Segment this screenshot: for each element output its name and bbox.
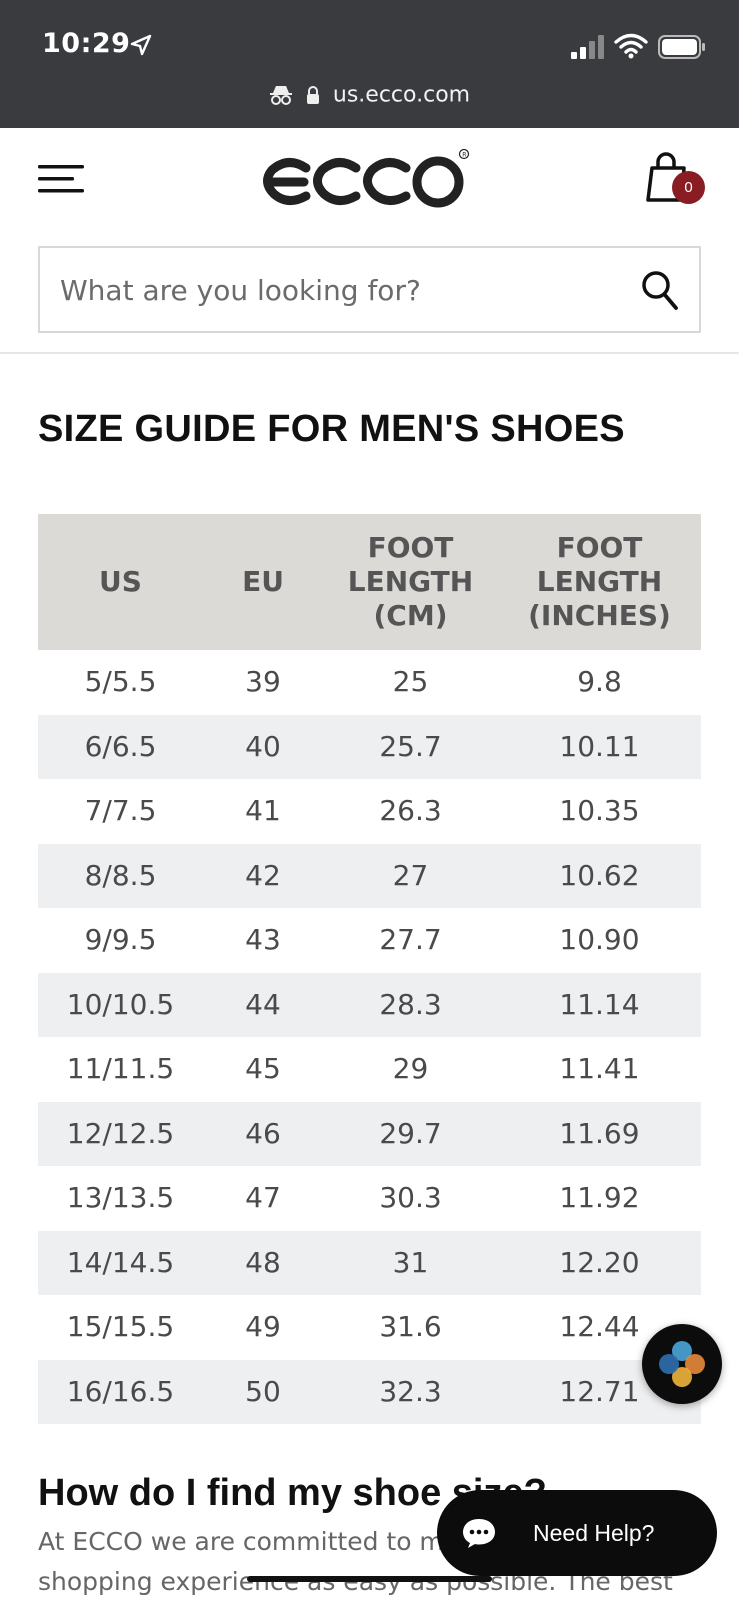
ecco-logo[interactable]: R <box>260 146 480 216</box>
cell-eu: 48 <box>245 1245 281 1279</box>
cell-eu: 49 <box>245 1310 281 1343</box>
need-help-button[interactable]: Need Help? <box>437 1490 717 1576</box>
cell-foot-length-cm: 29 <box>392 1052 429 1085</box>
cell-eu: 43 <box>245 923 281 956</box>
cell-foot-length-cm: 28.3 <box>379 987 442 1021</box>
column-header-us: US <box>99 565 142 598</box>
table-row: 5/5.5 39 25 9.8 <box>38 650 701 715</box>
column-header-eu: EU <box>242 565 284 598</box>
cell-foot-length-inches: 11.14 <box>559 987 640 1021</box>
search-icon[interactable] <box>640 268 680 312</box>
need-help-label: Need Help? <box>533 1519 655 1546</box>
cell-foot-length-inches: 11.41 <box>559 1052 640 1085</box>
cell-foot-length-cm: 27.7 <box>379 923 442 956</box>
cell-us: 7/7.5 <box>84 794 157 827</box>
table-row: 8/8.5 42 27 10.62 <box>38 843 701 908</box>
cell-us: 11/11.5 <box>66 1052 175 1085</box>
cell-us: 12/12.5 <box>66 1116 175 1150</box>
cell-eu: 40 <box>245 729 281 763</box>
cell-us: 16/16.5 <box>66 1374 175 1408</box>
cell-us: 9/9.5 <box>84 923 157 956</box>
incognito-icon <box>269 86 292 105</box>
hamburger-menu-icon[interactable] <box>38 164 86 194</box>
table-row: 7/7.5 41 26.3 10.35 <box>38 779 701 844</box>
assistant-logo-icon <box>659 1341 705 1387</box>
cell-foot-length-inches: 11.69 <box>559 1116 640 1150</box>
cell-foot-length-cm: 31.6 <box>379 1310 442 1343</box>
cell-foot-length-cm: 32.3 <box>379 1374 442 1408</box>
cell-foot-length-inches: 10.90 <box>559 923 640 956</box>
site-header: R 0 <box>0 128 739 228</box>
cell-us: 15/15.5 <box>66 1310 175 1343</box>
size-table: US EU FOOT LENGTH (CM) FOOT LENGTH (INCH… <box>38 514 701 1424</box>
cell-foot-length-inches: 12.71 <box>559 1374 640 1408</box>
cell-us: 10/10.5 <box>66 987 175 1021</box>
cell-foot-length-inches: 12.20 <box>559 1245 640 1279</box>
cell-eu: 44 <box>245 987 281 1021</box>
table-row: 14/14.5 48 31 12.20 <box>38 1230 701 1295</box>
cell-us: 6/6.5 <box>84 729 157 763</box>
wifi-icon <box>614 33 648 59</box>
table-row: 11/11.5 45 29 11.41 <box>38 1037 701 1102</box>
cell-foot-length-cm: 30.3 <box>379 1181 442 1214</box>
location-arrow-icon <box>130 34 152 56</box>
assistant-button[interactable] <box>642 1324 722 1404</box>
svg-text:R: R <box>462 151 466 158</box>
search-box <box>38 246 701 333</box>
table-row: 16/16.5 50 32.3 12.71 <box>38 1359 701 1424</box>
url-bar[interactable]: us.ecco.com <box>0 82 739 122</box>
cell-foot-length-cm: 27 <box>392 858 429 892</box>
cell-foot-length-inches: 9.8 <box>577 665 622 698</box>
table-row: 9/9.5 43 27.7 10.90 <box>38 908 701 973</box>
page-title: SIZE GUIDE FOR MEN'S SHOES <box>38 408 625 450</box>
table-row: 12/12.5 46 29.7 11.69 <box>38 1101 701 1166</box>
home-indicator[interactable] <box>247 1576 492 1582</box>
cell-eu: 45 <box>245 1052 281 1085</box>
cell-foot-length-cm: 26.3 <box>379 794 442 827</box>
table-row: 6/6.5 40 25.7 10.11 <box>38 714 701 779</box>
cell-eu: 46 <box>245 1116 281 1150</box>
cell-eu: 42 <box>245 858 281 892</box>
cell-foot-length-inches: 10.35 <box>559 794 640 827</box>
cell-us: 13/13.5 <box>66 1181 175 1214</box>
cell-foot-length-cm: 25 <box>392 665 429 698</box>
chat-bubble-icon <box>463 1519 495 1548</box>
cellular-signal-icon <box>571 35 604 59</box>
header-divider <box>0 352 739 354</box>
cell-eu: 47 <box>245 1181 281 1214</box>
cart-count-badge: 0 <box>672 171 705 204</box>
cell-foot-length-cm: 31 <box>392 1245 429 1279</box>
lock-icon <box>306 86 319 104</box>
column-header-foot-length-cm: FOOT LENGTH (CM) <box>347 531 474 632</box>
battery-icon <box>658 35 705 59</box>
cell-us: 14/14.5 <box>66 1245 175 1279</box>
table-row: 10/10.5 44 28.3 11.14 <box>38 972 701 1037</box>
cell-foot-length-inches: 11.92 <box>559 1181 640 1214</box>
table-row: 13/13.5 47 30.3 11.92 <box>38 1166 701 1231</box>
cell-eu: 39 <box>245 665 281 698</box>
status-bar: 10:29 us.ecco.com <box>0 0 739 128</box>
cell-foot-length-inches: 10.62 <box>559 858 640 892</box>
cell-us: 8/8.5 <box>84 858 157 892</box>
url-text: us.ecco.com <box>332 82 471 108</box>
table-header: US EU FOOT LENGTH (CM) FOOT LENGTH (INCH… <box>38 514 701 650</box>
cell-foot-length-inches: 12.44 <box>559 1310 640 1343</box>
cell-eu: 41 <box>245 794 281 827</box>
cell-us: 5/5.5 <box>84 665 157 698</box>
cell-foot-length-cm: 29.7 <box>379 1116 442 1150</box>
cell-eu: 50 <box>245 1374 281 1408</box>
column-header-foot-length-inches: FOOT LENGTH (INCHES) <box>528 531 671 632</box>
status-time: 10:29 <box>42 28 131 59</box>
search-input[interactable] <box>60 266 600 314</box>
cell-foot-length-cm: 25.7 <box>379 729 442 763</box>
table-row: 15/15.5 49 31.6 12.44 <box>38 1295 701 1360</box>
cell-foot-length-inches: 10.11 <box>559 729 640 763</box>
